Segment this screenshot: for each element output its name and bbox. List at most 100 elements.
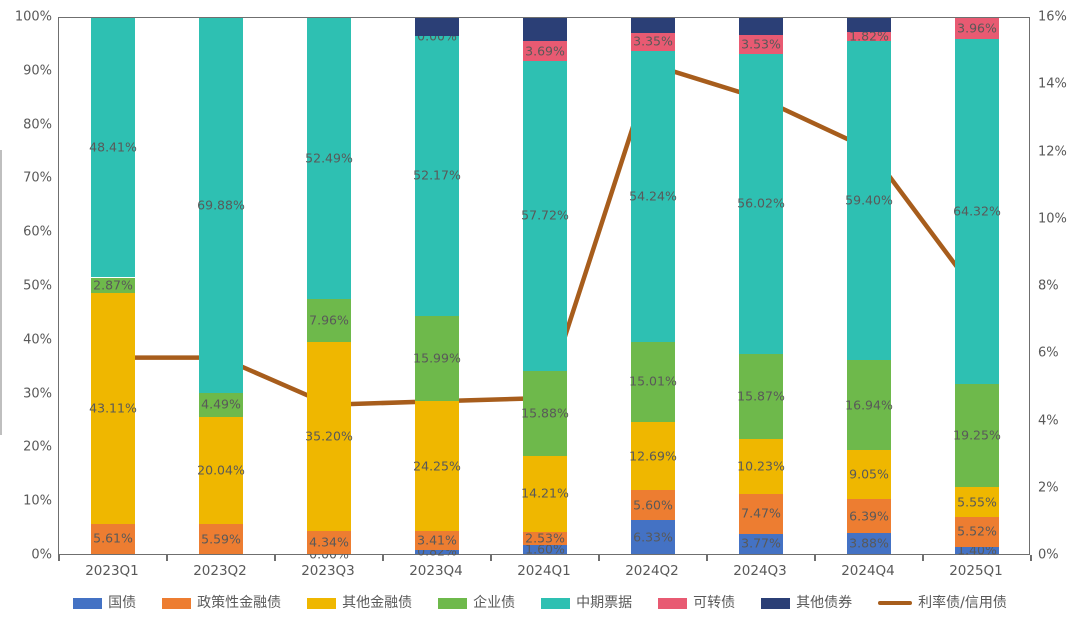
data-label-政策性金融债: 2.53%: [525, 530, 565, 546]
bar-segment-中期票据: [847, 41, 891, 360]
bar-segment-可转债: [523, 41, 567, 62]
data-label-其他金融债: 14.21%: [521, 485, 569, 501]
legend-item-国债: 国债: [73, 596, 136, 610]
bar-2023Q2: 5.59% 20.04% 4.49% 69.88%: [197, 18, 245, 554]
bar-segment-企业债: [199, 392, 243, 417]
legend-label: 其他金融债: [342, 595, 413, 611]
bar-segment-政策性金融债: [415, 531, 459, 550]
y-tick-label: 40%: [23, 332, 52, 348]
data-label-政策性金融债: 4.34%: [309, 534, 349, 550]
bar-segment-其他金融债: [523, 455, 567, 532]
bar-segment-企业债: [847, 359, 891, 451]
data-label-企业债: 15.88%: [521, 404, 569, 420]
bar-segment-中期票据: [739, 53, 783, 354]
y-tick-label: 60%: [23, 224, 52, 240]
bar-segment-可转债: [739, 34, 783, 54]
data-label-可转债: 3.96%: [957, 20, 997, 36]
x-tick-mark: [706, 555, 708, 561]
data-label-企业债: 15.99%: [413, 350, 461, 366]
x-tick-mark: [274, 555, 276, 561]
y-tick-label: 30%: [23, 386, 52, 402]
legend-item-其他金融债: 其他金融债: [307, 596, 412, 610]
legend-label: 国债: [108, 595, 137, 611]
bar-segment-企业债: [739, 353, 783, 439]
legend-label: 中期票据: [576, 595, 633, 611]
bar-segment-国债: [847, 533, 891, 554]
data-label-中期票据: 64.32%: [953, 203, 1001, 219]
data-label-政策性金融债: 7.47%: [741, 505, 781, 521]
chart-legend: 国债 政策性金融债 其他金融债 企业债 中期票据 可转债 其他债券 利率债/信用债: [0, 596, 1080, 610]
y-tick-label: 10%: [23, 493, 52, 509]
legend-item-中期票据: 中期票据: [541, 596, 632, 610]
y-tick-label: 80%: [23, 117, 52, 133]
legend-item-企业债: 企业债: [438, 596, 515, 610]
data-label-其他金融债: 24.25%: [413, 458, 461, 474]
data-label-中期票据: 57.72%: [521, 207, 569, 223]
bar-segment-其他债券: [631, 18, 675, 33]
data-label-中期票据: 52.49%: [305, 150, 353, 166]
bar-2024Q4: 3.88% 6.39% 9.05% 16.94% 59.40% 1.82%: [845, 18, 893, 554]
bar-segment-可转债: [631, 32, 675, 51]
y-tick-label: 12%: [1038, 144, 1067, 159]
bar-segment-可转债: [955, 18, 999, 40]
legend-line-swatch-icon: [878, 601, 913, 605]
x-tick-label-2023Q1: 2023Q1: [85, 563, 139, 579]
bar-2024Q1: 1.60% 2.53% 14.21% 15.88% 57.72% 3.69%: [521, 18, 569, 555]
data-label-国债: 3.77%: [741, 535, 781, 551]
x-tick-mark: [598, 555, 600, 561]
legend-color-swatch-icon: [438, 597, 468, 609]
bar-segment-企业债: [955, 384, 999, 488]
legend-item-政策性金融债: 政策性金融债: [162, 596, 281, 610]
legend-color-swatch-icon: [658, 597, 688, 609]
bar-segment-中期票据: [955, 39, 999, 384]
bar-segment-企业债: [631, 341, 675, 423]
data-label-政策性金融债: 6.39%: [849, 507, 889, 523]
y-tick-label: 50%: [23, 278, 52, 294]
y-tick-label: 90%: [23, 63, 52, 79]
bar-segment-国债: [415, 549, 459, 554]
bar-segment-政策性金融债: [955, 516, 999, 547]
data-label-其他金融债: 35.20%: [305, 428, 353, 444]
x-tick-mark: [1030, 555, 1032, 561]
bar-segment-其他金融债: [631, 422, 675, 491]
legend-label: 可转债: [693, 595, 736, 611]
legend-color-swatch-icon: [307, 597, 337, 609]
legend-color-swatch-icon: [761, 597, 791, 609]
data-label-其他金融债: 12.69%: [629, 447, 677, 463]
bar-segment-其他债券: [739, 18, 783, 35]
data-label-政策性金融债: 5.52%: [957, 523, 997, 539]
x-tick-label-2024Q1: 2024Q1: [517, 563, 571, 579]
data-label-可转债: 3.69%: [525, 43, 565, 59]
x-tick-mark: [922, 555, 924, 561]
bar-segment-国债: [739, 533, 783, 554]
data-label-企业债: 2.87%: [93, 276, 133, 292]
y-tick-label: 8%: [1038, 278, 1059, 294]
x-tick-label-2023Q2: 2023Q2: [193, 563, 247, 579]
x-tick-mark: [58, 555, 60, 561]
data-label-企业债: 7.96%: [309, 312, 349, 328]
y-tick-label: 70%: [23, 170, 52, 186]
left-edge-crop-artifact: [0, 150, 2, 435]
bar-segment-企业债: [415, 315, 459, 402]
bar-segment-其他金融债: [307, 342, 351, 531]
bar-segment-政策性金融债: [307, 530, 351, 554]
data-label-中期票据: 56.02%: [737, 195, 785, 211]
bar-segment-中期票据: [415, 36, 459, 316]
data-label-其他金融债: 5.55%: [957, 493, 997, 509]
data-label-可转债: 1.82%: [849, 28, 889, 44]
data-label-政策性金融债: 5.61%: [93, 530, 133, 546]
y-tick-label: 0%: [31, 547, 52, 563]
legend-label: 企业债: [473, 595, 516, 611]
x-tick-label-2024Q2: 2024Q2: [625, 563, 679, 579]
bar-segment-企业债: [91, 277, 135, 293]
data-label-可转债: 3.53%: [741, 35, 781, 51]
plot-area: 5.61% 43.11% 2.87% 48.41% 5.59% 20.04% 4.49% 69…: [58, 17, 1030, 559]
y-tick-label: 20%: [23, 439, 52, 455]
legend-item-其他债券: 其他债券: [761, 596, 852, 610]
x-tick-label-2023Q4: 2023Q4: [409, 563, 463, 579]
x-tick-label-2024Q4: 2024Q4: [841, 563, 895, 579]
y-tick-label: 4%: [1038, 413, 1059, 428]
x-tick-mark: [382, 555, 384, 561]
y-tick-label: 16%: [1038, 9, 1067, 25]
x-tick-label-2023Q3: 2023Q3: [301, 563, 355, 579]
